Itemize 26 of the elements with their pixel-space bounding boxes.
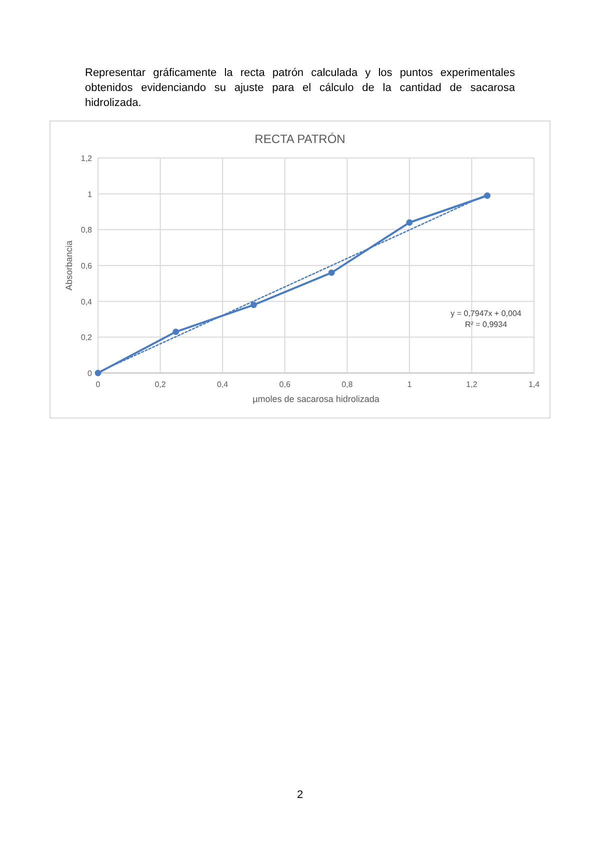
x-tick-label: 0,2: [154, 380, 166, 389]
y-tick-label: 1,2: [80, 154, 93, 163]
x-axis-title: µmoles de sacarosa hidrolizada: [252, 394, 380, 404]
x-tick-label: 0,8: [342, 380, 354, 389]
y-tick-label: 0,6: [80, 262, 93, 270]
annotation: y = 0,7947x + 0,004: [450, 309, 522, 318]
x-tick-label: 0,4: [217, 380, 229, 389]
point: [406, 219, 413, 226]
y-tick-label: 0,4: [80, 297, 93, 306]
y-axis-title: Absorbancia: [64, 240, 74, 291]
point: [328, 269, 335, 276]
y-tick-label: 1: [88, 190, 93, 199]
point: [250, 302, 257, 308]
x-tick-label: 1,4: [528, 380, 540, 389]
x-tick-label: 0,6: [279, 380, 291, 389]
x-tick-label: 0: [96, 380, 101, 389]
point: [172, 328, 180, 335]
y-tick-label: 0,2: [80, 333, 93, 342]
x-tick-label: 1: [407, 380, 412, 389]
y-tick-label: 0,8: [80, 226, 93, 235]
text: 2: [296, 789, 304, 801]
chart-title: RECTA PATRÓN: [254, 132, 346, 146]
y-tick-label: 0: [88, 369, 93, 378]
text: Representar gráficamente la recta patrón calculada y los puntos experimentales obtenidos evidenciando su ajuste para el cálculo de la cantidad de sacarosa hidrolizada.: [85, 66, 515, 108]
x-tick-label: 1,2: [466, 380, 478, 389]
annotation: R² = 0,9934: [464, 320, 508, 329]
